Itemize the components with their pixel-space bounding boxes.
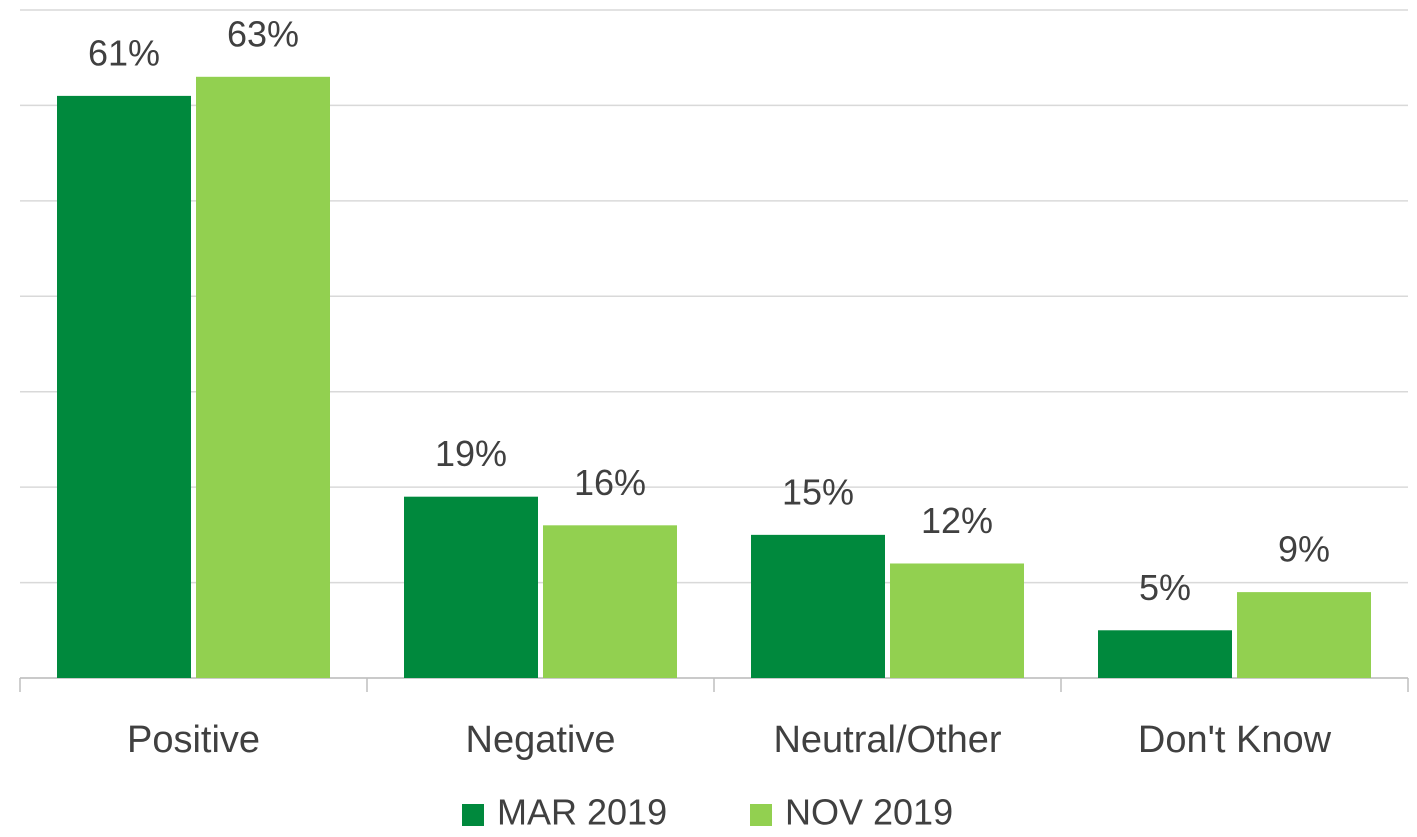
x-tick-label: Don't Know (1138, 719, 1332, 761)
x-tick-label: Positive (127, 719, 260, 761)
bar (1237, 592, 1371, 678)
bar (1098, 630, 1232, 678)
value-label: 12% (921, 500, 993, 541)
value-label: 19% (435, 433, 507, 474)
legend-label: MAR 2019 (497, 792, 667, 833)
legend-swatch (462, 804, 484, 826)
value-label: 5% (1139, 567, 1191, 608)
value-label: 15% (782, 471, 854, 512)
bar (543, 525, 677, 678)
legend-label: NOV 2019 (785, 792, 953, 833)
legend-swatch (750, 804, 772, 826)
bar (404, 496, 538, 678)
value-label: 61% (88, 32, 160, 73)
x-tick-label: Neutral/Other (773, 719, 1001, 761)
value-label: 9% (1278, 529, 1330, 570)
value-label: 16% (574, 462, 646, 503)
bar (751, 534, 885, 678)
bar (57, 95, 191, 678)
value-label: 63% (227, 13, 299, 54)
bar (196, 76, 330, 679)
x-tick-label: Negative (466, 719, 616, 761)
bar (890, 563, 1024, 678)
